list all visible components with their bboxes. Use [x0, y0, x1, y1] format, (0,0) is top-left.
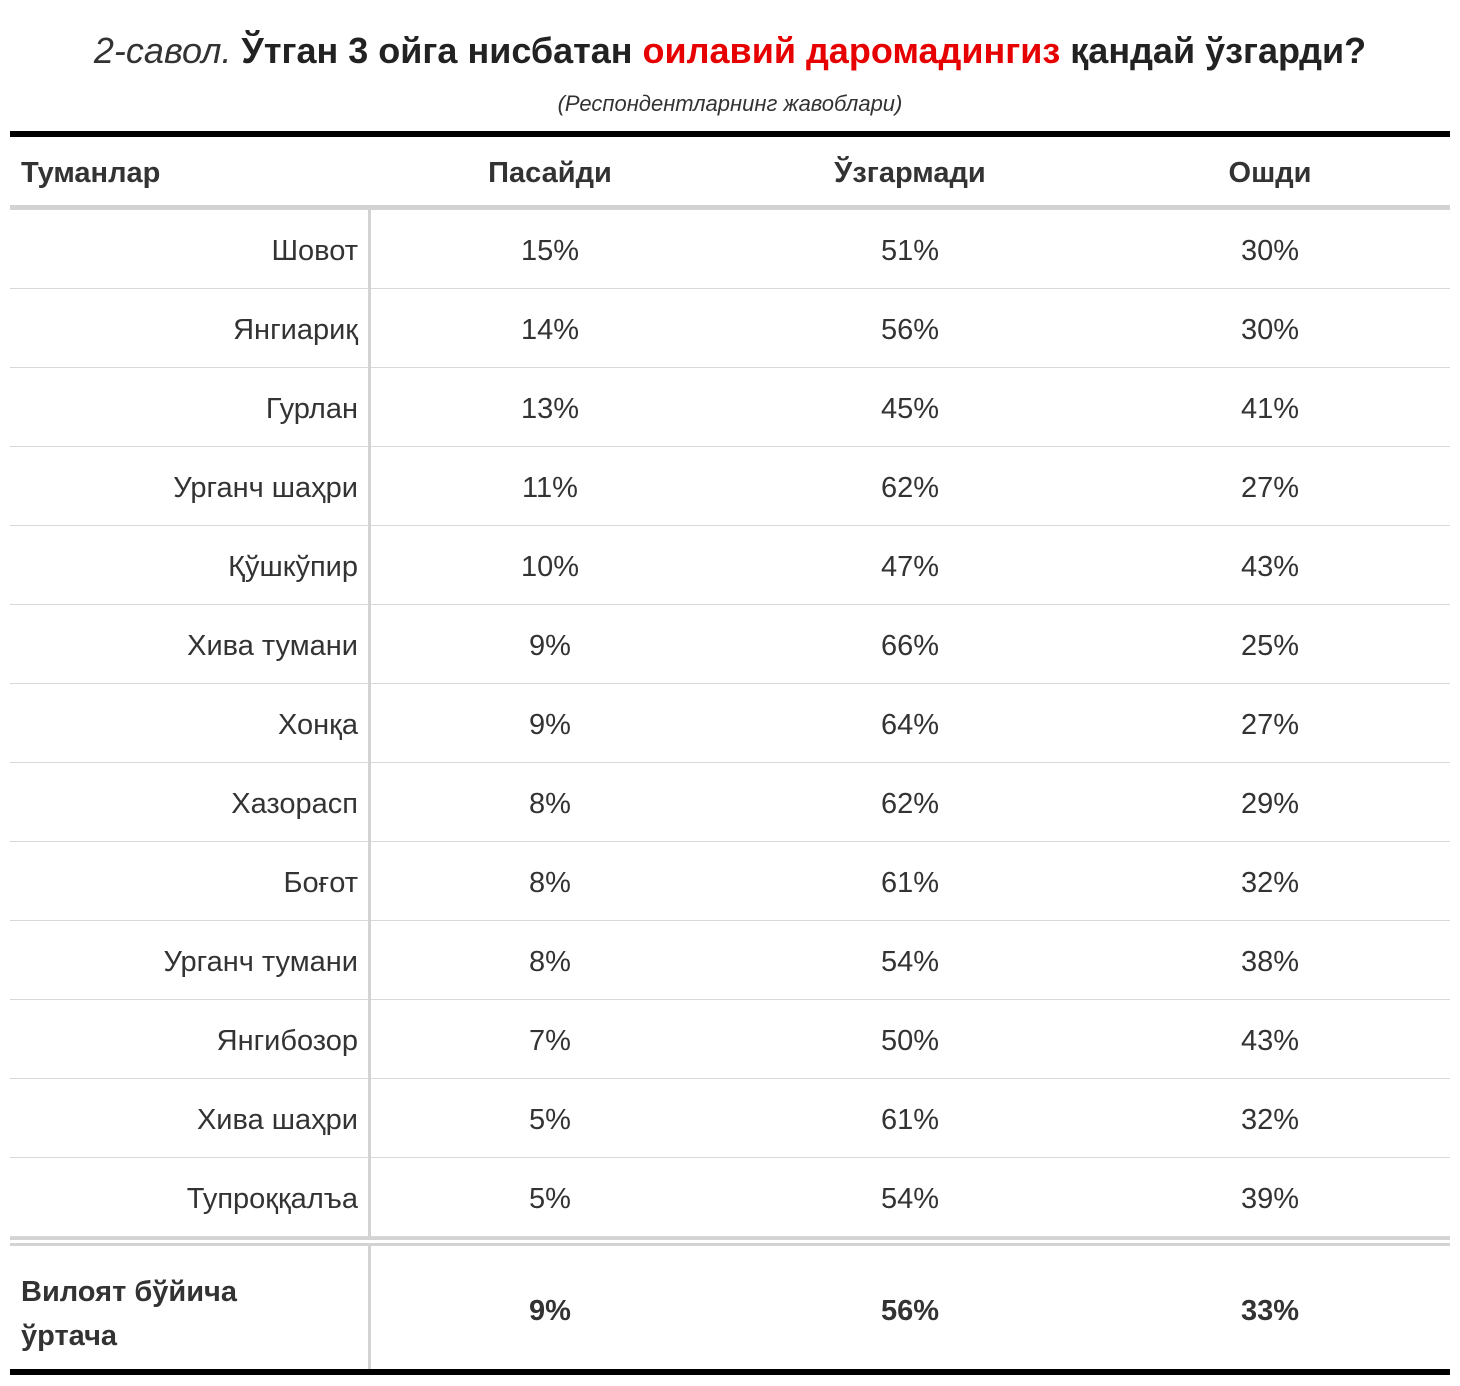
table-row: Шовот 15% 51% 30%: [10, 210, 1450, 289]
column-header-decreased: Пасайди: [488, 157, 612, 189]
table-row: Хива шаҳри 5% 61% 32%: [10, 1079, 1450, 1158]
increased-value: 32%: [1240, 867, 1300, 899]
table-row: Хазорасп 8% 62% 29%: [10, 763, 1450, 842]
district-name: Тупроққалъа: [186, 1183, 358, 1215]
column-divider: [368, 210, 371, 1237]
table-row: Хонқа 9% 64% 27%: [10, 684, 1450, 763]
table-row: Боғот 8% 61% 32%: [10, 842, 1450, 921]
total-label-line2: ўртача: [21, 1320, 118, 1352]
decreased-value: 9%: [529, 709, 571, 741]
increased-value: 39%: [1240, 1183, 1300, 1215]
increased-value: 43%: [1240, 551, 1300, 583]
question-highlight: оилавий даромадингиз: [642, 30, 1061, 71]
total-rule: [10, 1237, 1450, 1240]
district-name: Урганч шаҳри: [173, 472, 358, 504]
district-name: Хива шаҳри: [196, 1104, 358, 1136]
total-rule-second: [10, 1243, 1450, 1246]
table-row: Урганч шаҳри 11% 62% 27%: [10, 447, 1450, 526]
total-unchanged: 56%: [880, 1295, 940, 1327]
table-body: Шовот 15% 51% 30% Янгиариқ 14% 56% 30% Гурлан 13%…: [10, 210, 1450, 1237]
decreased-value: 8%: [529, 867, 571, 899]
question-text-after: қандай ўзгарди?: [1070, 30, 1367, 71]
table-top-rule: [10, 131, 1450, 137]
table-row: Урганч тумани 8% 54% 38%: [10, 921, 1450, 1000]
decreased-value: 8%: [529, 788, 571, 820]
unchanged-value: 47%: [880, 551, 940, 583]
district-name: Хонқа: [278, 709, 358, 741]
increased-value: 27%: [1240, 472, 1300, 504]
page-title: 2-савол. Ўтган 3 ойга нисбатан оилавий д…: [0, 26, 1460, 76]
table-row: Янгибозор 7% 50% 43%: [10, 1000, 1450, 1079]
table-header: Туманлар Пасайди Ўзгармади Ошди: [10, 137, 1450, 206]
unchanged-value: 64%: [880, 709, 940, 741]
district-name: Боғот: [283, 867, 358, 899]
table-row: Тупроққалъа 5% 54% 39%: [10, 1158, 1450, 1237]
column-header-unchanged: Ўзгармади: [834, 157, 986, 189]
increased-value: 43%: [1240, 1025, 1300, 1057]
district-name: Шовот: [271, 235, 358, 267]
question-number: 2-савол.: [93, 30, 232, 71]
decreased-value: 7%: [529, 1025, 571, 1057]
decreased-value: 13%: [520, 393, 580, 425]
unchanged-value: 61%: [880, 867, 940, 899]
table-row: Янгиариқ 14% 56% 30%: [10, 289, 1450, 368]
decreased-value: 5%: [529, 1104, 571, 1136]
unchanged-value: 66%: [880, 630, 940, 662]
decreased-value: 14%: [520, 314, 580, 346]
district-name: Урганч тумани: [163, 946, 358, 978]
total-increased: 33%: [1240, 1295, 1300, 1327]
decreased-value: 5%: [529, 1183, 571, 1215]
unchanged-value: 62%: [880, 788, 940, 820]
header-rule: [10, 205, 1450, 210]
unchanged-value: 51%: [880, 235, 940, 267]
page-subtitle: (Респондентларнинг жавоблари): [557, 91, 903, 116]
total-column-divider: [368, 1246, 371, 1369]
total-decreased: 9%: [529, 1295, 571, 1327]
total-row: Вилоят бўйича ўртача 9% 56% 33%: [10, 1246, 1450, 1369]
district-name: Қўшкўпир: [228, 551, 358, 583]
district-name: Янгибозор: [216, 1025, 358, 1057]
unchanged-value: 54%: [880, 946, 940, 978]
decreased-value: 11%: [522, 472, 578, 504]
district-name: Хива тумани: [187, 630, 358, 662]
table-row: Хива тумани 9% 66% 25%: [10, 605, 1450, 684]
increased-value: 30%: [1240, 314, 1300, 346]
unchanged-value: 54%: [880, 1183, 940, 1215]
unchanged-value: 56%: [880, 314, 940, 346]
column-header-increased: Ошди: [1228, 157, 1312, 189]
increased-value: 30%: [1240, 235, 1300, 267]
column-header-district: Туманлар: [21, 157, 161, 189]
total-label: Вилоят бўйича ўртача: [21, 1270, 351, 1358]
decreased-value: 15%: [520, 235, 580, 267]
increased-value: 25%: [1240, 630, 1300, 662]
decreased-value: 8%: [529, 946, 571, 978]
district-name: Гурлан: [265, 393, 358, 425]
question-text-before: Ўтган 3 ойга нисбатан: [241, 30, 633, 71]
increased-value: 27%: [1240, 709, 1300, 741]
table-row: Қўшкўпир 10% 47% 43%: [10, 526, 1450, 605]
unchanged-value: 62%: [880, 472, 940, 504]
total-label-line1: Вилоят бўйича: [21, 1276, 237, 1308]
increased-value: 29%: [1240, 788, 1300, 820]
district-name: Янгиариқ: [233, 314, 358, 346]
increased-value: 32%: [1240, 1104, 1300, 1136]
table-bottom-rule: [10, 1369, 1450, 1375]
table-row: Гурлан 13% 45% 41%: [10, 368, 1450, 447]
decreased-value: 9%: [529, 630, 571, 662]
unchanged-value: 50%: [880, 1025, 940, 1057]
increased-value: 41%: [1240, 393, 1300, 425]
increased-value: 38%: [1240, 946, 1300, 978]
district-name: Хазорасп: [231, 788, 358, 820]
unchanged-value: 45%: [880, 393, 940, 425]
decreased-value: 10%: [520, 551, 580, 583]
unchanged-value: 61%: [880, 1104, 940, 1136]
